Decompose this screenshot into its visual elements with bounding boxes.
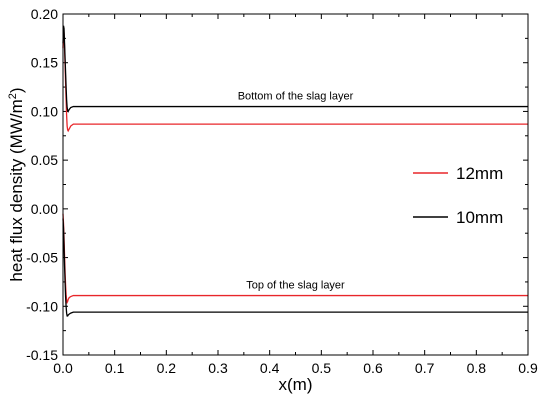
x-tick-label: 0.5 — [312, 360, 332, 376]
x-tick-label: 0.0 — [53, 360, 73, 376]
y-tick-label: -0.10 — [26, 298, 58, 314]
y-tick-label: 0.10 — [31, 103, 58, 119]
series-layer — [62, 25, 528, 317]
y-tick-label: 0.00 — [31, 201, 58, 217]
y-axis-title-sup: 2 — [7, 93, 19, 99]
legend-label-10mm: 10mm — [456, 208, 503, 227]
x-tick-label: 0.9 — [518, 360, 538, 376]
series-line-10mm-bottom — [62, 25, 528, 113]
y-tick-label: 0.05 — [31, 152, 58, 168]
y-tick-label: 0.20 — [31, 6, 58, 22]
y-axis-title-close: ) — [7, 87, 26, 93]
annotation-top-slag: Top of the slag layer — [246, 280, 345, 292]
x-tick-label: 0.3 — [208, 360, 228, 376]
legend-label-12mm: 12mm — [456, 164, 503, 183]
y-tick-label: -0.05 — [26, 250, 58, 266]
axis-ticks — [62, 13, 529, 356]
x-tick-label: 0.1 — [105, 360, 125, 376]
series-line-10mm-top — [62, 218, 528, 317]
y-axis-title: heat flux density (MW/m2) — [7, 87, 26, 281]
x-tick-labels: 0.0 0.1 0.2 0.3 0.4 0.5 0.6 0.7 0.8 0.9 — [53, 360, 538, 376]
y-axis-title-main: heat flux density (MW/m — [7, 99, 26, 281]
x-tick-label: 0.7 — [415, 360, 435, 376]
x-tick-label: 0.6 — [363, 360, 383, 376]
x-tick-label: 0.4 — [260, 360, 280, 376]
x-tick-label: 0.8 — [467, 360, 487, 376]
x-axis-title: x(m) — [279, 375, 313, 394]
x-tick-label: 0.2 — [157, 360, 177, 376]
y-tick-label: 0.15 — [31, 55, 58, 71]
y-tick-labels: -0.15 -0.10 -0.05 0.00 0.05 0.10 0.15 0.20 — [26, 6, 58, 363]
legend: 12mm 10mm — [413, 164, 503, 227]
plot-frame — [62, 13, 529, 356]
y-tick-label: -0.15 — [26, 347, 58, 363]
series-line-12mm-bottom — [62, 28, 528, 133]
annotation-bottom-slag: Bottom of the slag layer — [238, 91, 354, 103]
